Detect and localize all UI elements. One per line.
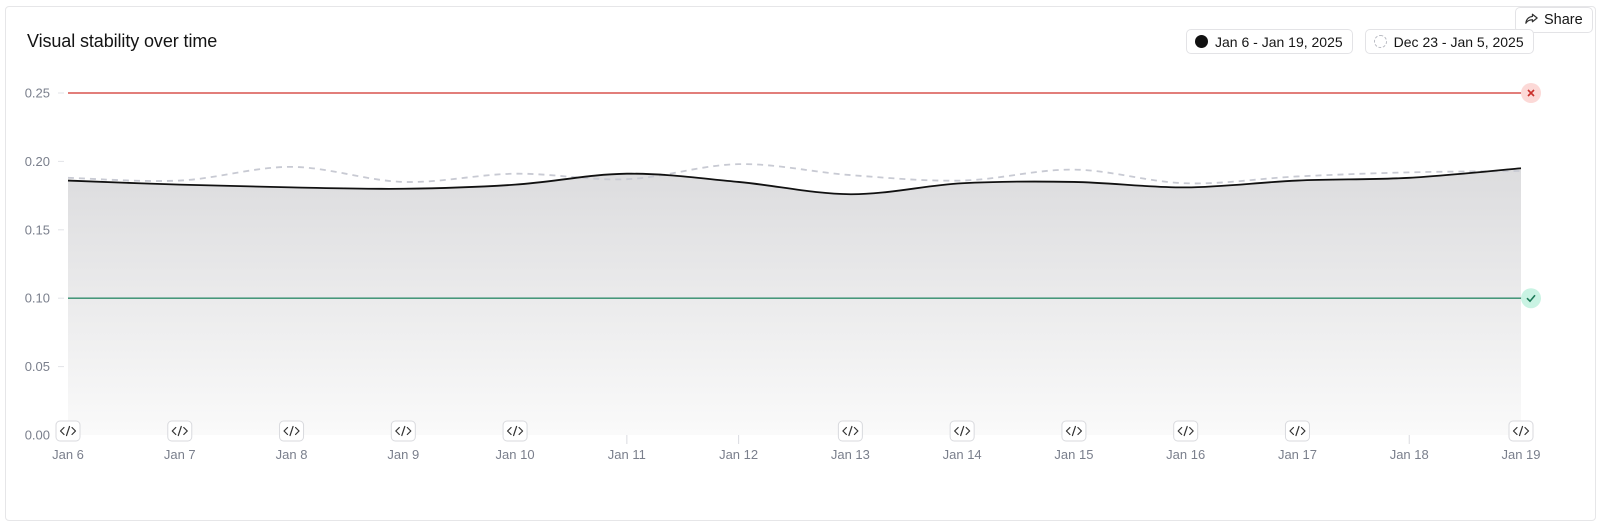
x-tick-label: Jan 11 bbox=[608, 447, 646, 462]
chart-title: Visual stability over time bbox=[27, 31, 218, 51]
y-tick-label: 0.20 bbox=[25, 154, 50, 169]
legend: Jan 6 - Jan 19, 2025 Dec 23 - Jan 5, 202… bbox=[1186, 29, 1534, 54]
y-tick-label: 0.10 bbox=[25, 291, 50, 306]
x-mark bbox=[1527, 89, 1535, 97]
code-glyph bbox=[506, 425, 524, 437]
code-glyph bbox=[1065, 425, 1083, 437]
good-threshold-badge bbox=[1521, 288, 1541, 309]
x-tick-label: Jan 6 bbox=[52, 447, 84, 462]
x-tick-label: Jan 19 bbox=[1501, 447, 1540, 462]
legend-current-period[interactable]: Jan 6 - Jan 19, 2025 bbox=[1186, 29, 1353, 54]
y-tick-label: 0.15 bbox=[25, 222, 50, 237]
code-icon[interactable] bbox=[1061, 420, 1087, 442]
x-tick-label: Jan 13 bbox=[831, 447, 870, 462]
y-tick-label: 0.05 bbox=[25, 359, 50, 374]
x-tick-label: Jan 17 bbox=[1278, 447, 1317, 462]
code-icon[interactable] bbox=[1284, 420, 1310, 442]
code-glyph bbox=[1289, 425, 1306, 437]
x-tick-label: Jan 18 bbox=[1390, 447, 1429, 462]
code-glyph bbox=[954, 425, 971, 437]
legend-previous-period[interactable]: Dec 23 - Jan 5, 2025 bbox=[1364, 29, 1534, 54]
code-glyph bbox=[1177, 425, 1194, 437]
legend-previous-label: Dec 23 - Jan 5, 2025 bbox=[1393, 33, 1524, 50]
check-mark bbox=[1526, 294, 1536, 303]
code-glyph bbox=[171, 425, 188, 437]
x-tick-label: Jan 9 bbox=[387, 447, 419, 462]
code-icon[interactable] bbox=[55, 420, 81, 442]
x-tick-label: Jan 14 bbox=[943, 447, 982, 462]
code-glyph bbox=[1512, 425, 1530, 437]
x-tick-label: Jan 16 bbox=[1166, 447, 1205, 462]
share-label: Share bbox=[1544, 12, 1583, 28]
code-glyph bbox=[395, 425, 412, 437]
code-icon[interactable] bbox=[502, 420, 528, 442]
code-glyph bbox=[283, 425, 300, 437]
x-tick-label: Jan 15 bbox=[1054, 447, 1093, 462]
share-icon bbox=[1524, 11, 1539, 30]
code-icon[interactable] bbox=[1508, 420, 1534, 442]
code-icon[interactable] bbox=[837, 420, 863, 442]
code-icon[interactable] bbox=[390, 420, 416, 442]
x-tick-label: Jan 7 bbox=[164, 447, 196, 462]
code-icon[interactable] bbox=[949, 420, 975, 442]
x-tick-label: Jan 10 bbox=[496, 447, 535, 462]
legend-current-label: Jan 6 - Jan 19, 2025 bbox=[1215, 33, 1343, 50]
code-icon[interactable] bbox=[167, 420, 193, 442]
share-button[interactable]: Share bbox=[1515, 7, 1593, 33]
code-icon[interactable] bbox=[279, 420, 305, 442]
x-tick-label: Jan 8 bbox=[276, 447, 308, 462]
code-glyph bbox=[59, 425, 77, 437]
x-tick-label: Jan 12 bbox=[719, 447, 758, 462]
code-glyph bbox=[842, 425, 859, 437]
y-tick-label: 0.00 bbox=[25, 428, 50, 443]
previous-period-line bbox=[67, 163, 1522, 185]
current-period-area bbox=[68, 168, 1521, 436]
x-icon[interactable] bbox=[1521, 83, 1541, 103]
y-tick-label: 0.25 bbox=[25, 86, 50, 101]
current-period-line bbox=[67, 167, 1522, 196]
code-icon[interactable] bbox=[1173, 420, 1199, 442]
solid-dot-icon bbox=[1195, 35, 1208, 48]
dashed-dot-icon bbox=[1373, 35, 1387, 48]
check-icon[interactable] bbox=[1521, 288, 1541, 309]
